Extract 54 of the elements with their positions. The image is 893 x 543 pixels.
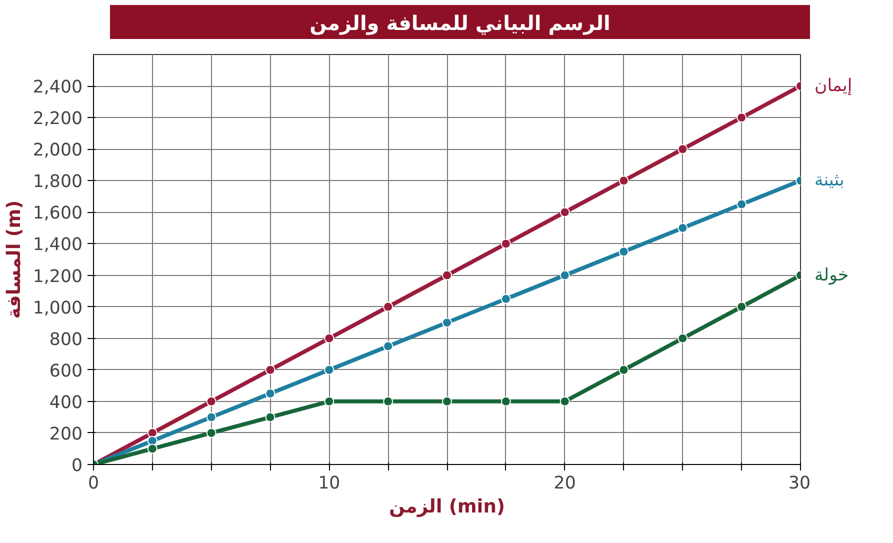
point [736,199,747,210]
y-tick-label: 1,200 [32,266,83,287]
y-tick-label: 1,000 [32,298,83,318]
x-tick-label: 20 [554,474,576,494]
point [324,396,334,406]
point [618,246,629,257]
point [206,396,216,406]
y-tick-label: 2,000 [32,140,83,161]
y-tick-label: 1,400 [32,235,83,256]
point [265,364,276,375]
point [500,238,511,249]
point [442,270,452,280]
x-tick-label: 10 [318,474,340,494]
point [678,144,688,154]
x-axis-title: الزمن (min) [388,496,506,518]
y-tick-label: 1,600 [32,204,83,224]
point [206,412,216,422]
x-tick-label: 0 [88,474,100,494]
x-tick-label: 30 [788,474,811,494]
y-tick-label: 200 [49,424,83,444]
point [736,302,747,312]
point [560,207,570,218]
y-axis-title: المسافة (m) [4,200,25,319]
point [678,222,688,233]
point [206,428,216,438]
point [736,112,747,123]
point [383,302,394,312]
y-tick-label: 400 [49,392,83,413]
series-label: إيمان [814,76,852,96]
point [147,444,158,454]
point [442,318,452,328]
y-tick-label: 800 [49,330,83,350]
point [324,364,334,375]
y-tick-label: 2,200 [32,109,83,130]
y-tick-label: 1,800 [32,172,83,192]
point [442,396,452,406]
y-tick-label: 2,400 [32,78,83,98]
point [618,176,629,186]
chart-title: الرسم البياني للمسافة والزمن [310,10,610,37]
point [265,388,276,399]
point [383,341,394,352]
point [618,364,629,375]
y-tick-label: 0 [71,456,83,476]
point [265,412,276,422]
point [500,294,511,304]
point [383,396,394,406]
point [500,396,511,406]
series-label: خولة [814,265,849,286]
point [678,333,688,344]
series-label: بثينة [814,170,844,191]
y-tick-label: 600 [49,361,83,382]
point [560,270,570,280]
point [560,396,570,406]
point [324,333,334,344]
